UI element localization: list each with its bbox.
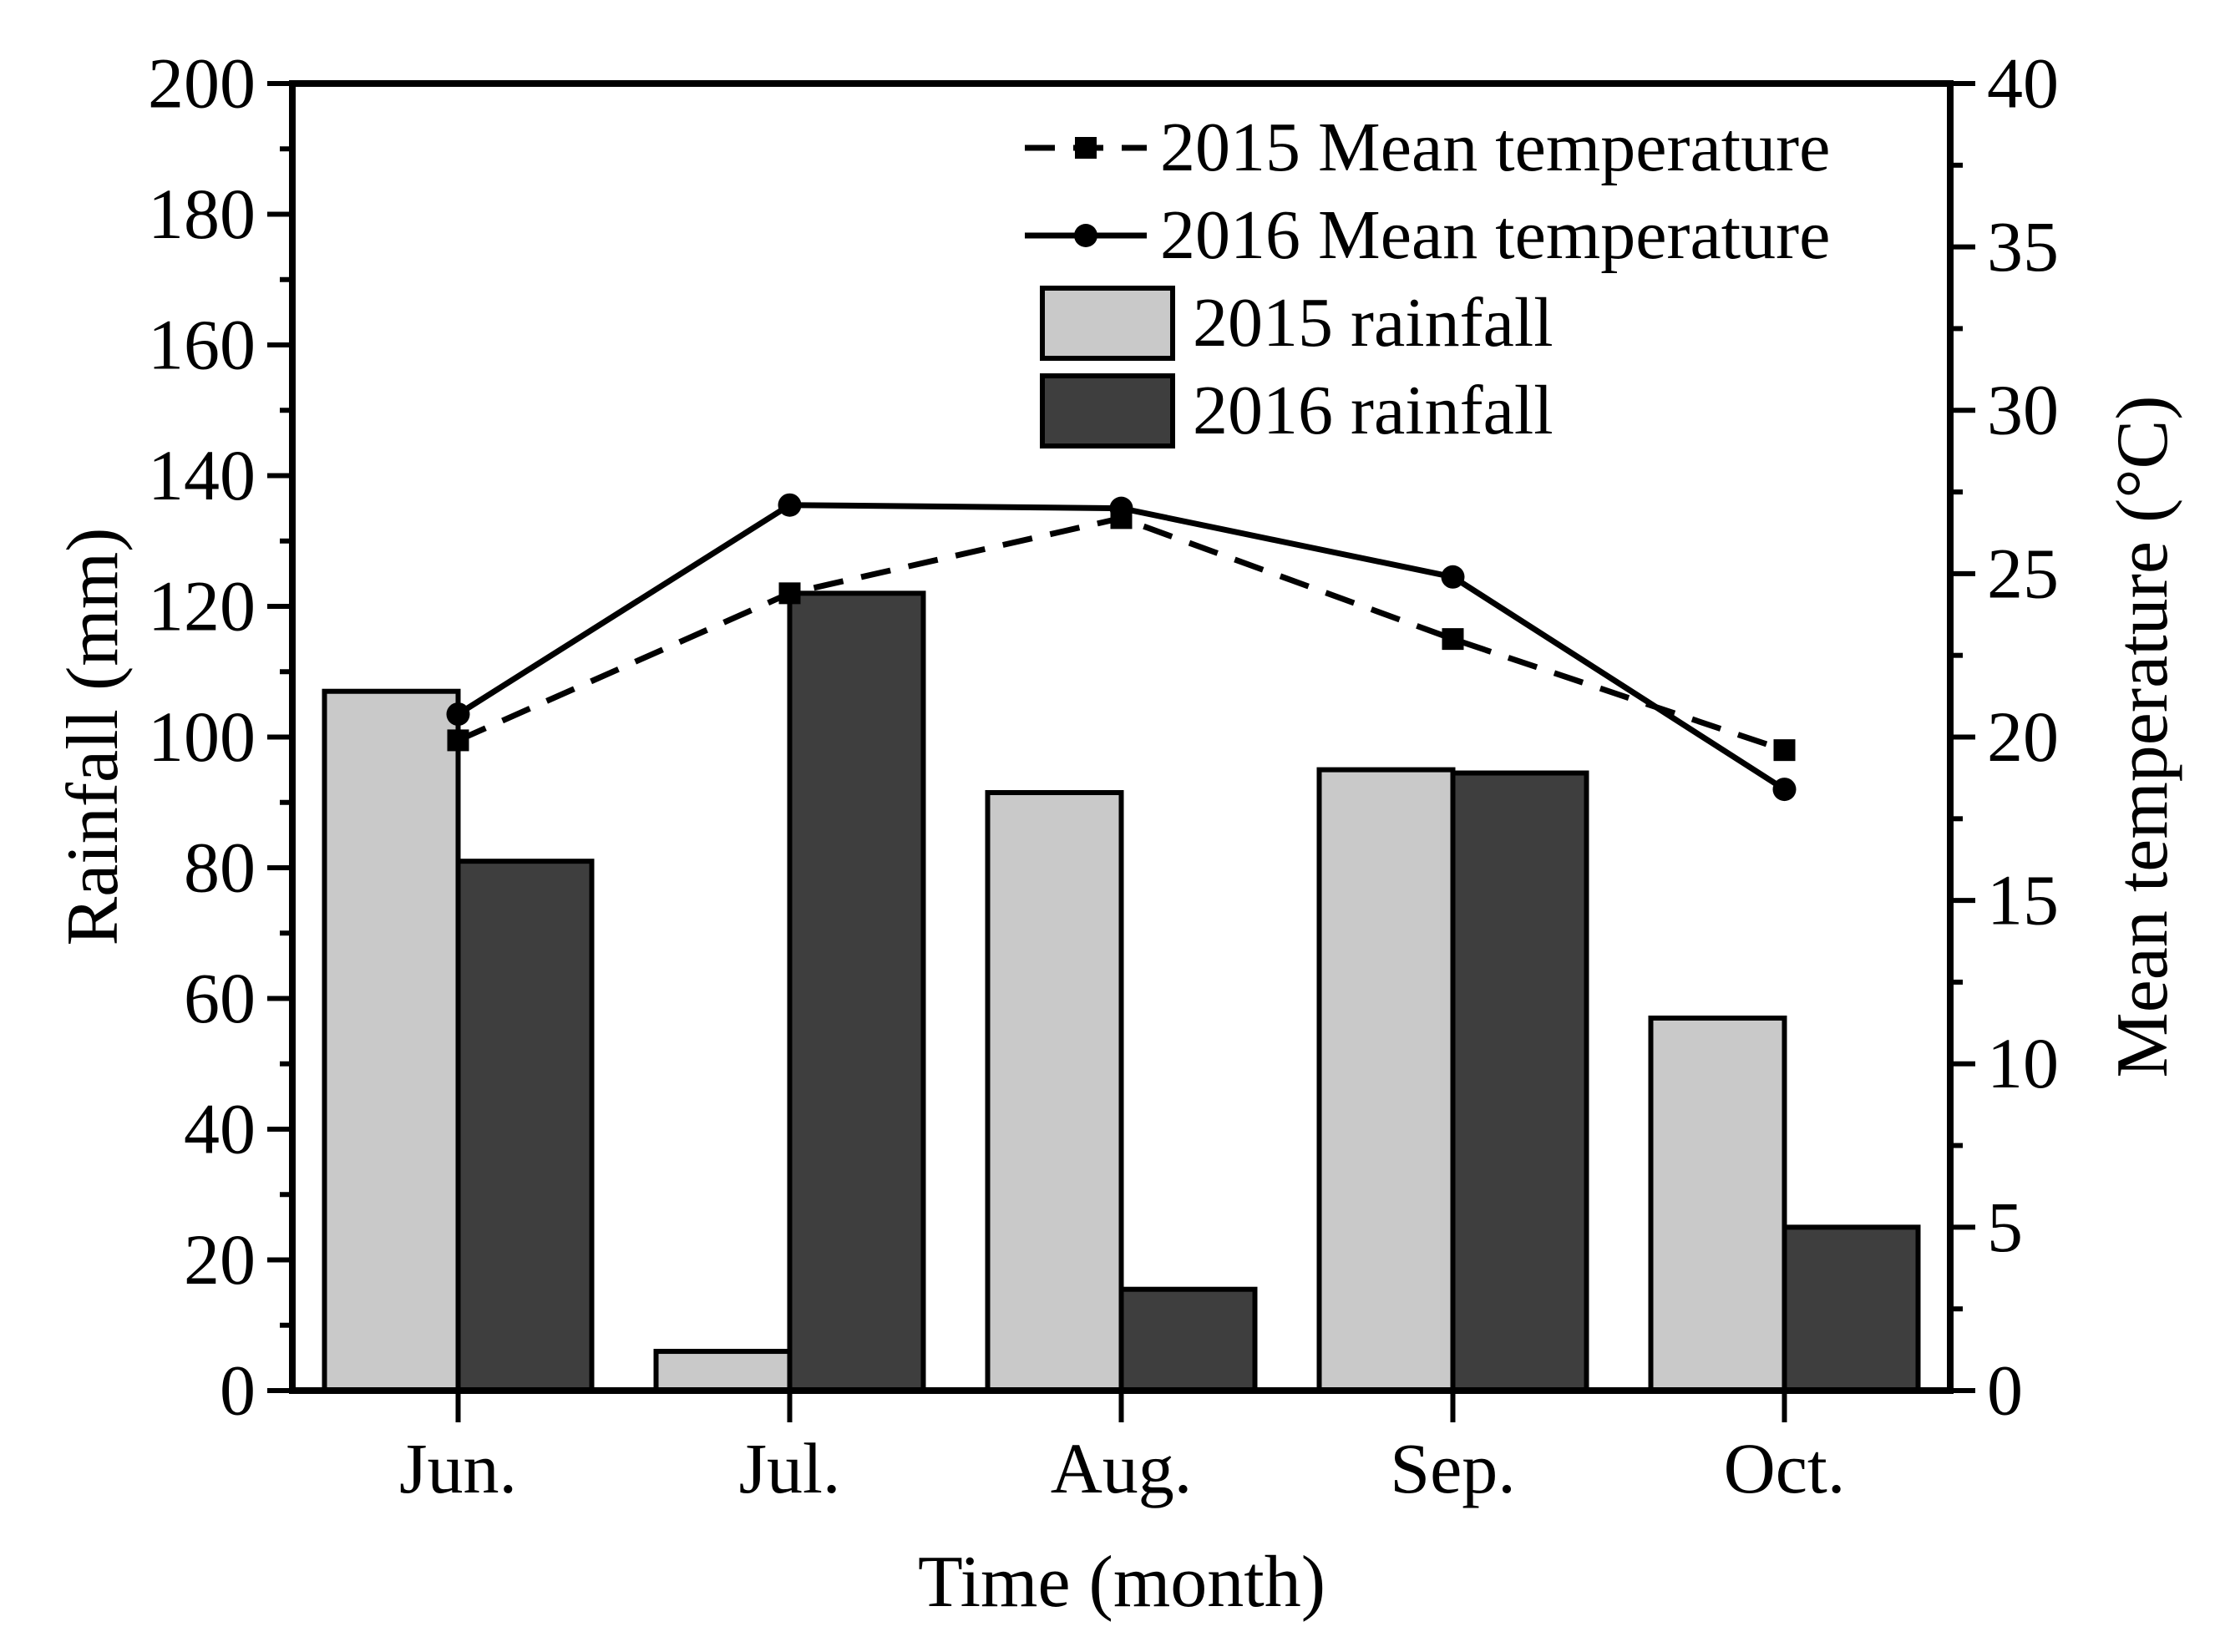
bar-2015-rainfall-Sep (1316, 767, 1456, 1393)
bar-2016-rainfall-Aug (1118, 1286, 1258, 1394)
y-left-tick-label: 60 (184, 958, 256, 1038)
legend-circle-marker-icon (1074, 223, 1097, 247)
x-tick-label-Jul: Jul. (739, 1428, 841, 1508)
legend-label: 2015 Mean temperature (1160, 108, 1831, 186)
marker-square-2015-Jun (447, 729, 469, 752)
marker-circle-2016-Jul (778, 493, 802, 517)
y-axis-right-title: Mean temperature (°C) (2102, 395, 2183, 1078)
y-axis-left-title: Rainfall (mm) (53, 527, 134, 946)
legend-swatch-2015-rainfall (1040, 285, 1175, 361)
x-tick-label-Sep: Sep. (1390, 1428, 1516, 1508)
y-left-tick-label: 20 (184, 1219, 256, 1300)
y-left-tick-label: 160 (148, 304, 256, 384)
dashed-line-sample-icon (1025, 136, 1147, 159)
legend-entry-2016-rainfall: 2016 rainfall (1025, 367, 1830, 454)
legend-entry-2016-mean-temperature: 2016 Mean temperature (1025, 191, 1830, 279)
bar-2016-rainfall-Jul (787, 590, 926, 1393)
bar-2015-rainfall-Jun (322, 688, 461, 1393)
y-left-tick-label: 80 (184, 827, 256, 907)
legend: 2015 Mean temperature 2016 Mean temperat… (1025, 104, 1830, 454)
legend-label: 2015 rainfall (1193, 283, 1553, 362)
y-right-tick-label: 10 (1987, 1023, 2059, 1103)
y-right-tick-label: 35 (1987, 206, 2059, 286)
line-2015-mean-temperature (457, 514, 1786, 753)
y-right-tick-label: 30 (1987, 370, 2059, 450)
solid-line-sample-icon (1025, 223, 1147, 247)
bar-2016-rainfall-Oct (1782, 1224, 1921, 1393)
y-right-tick-label: 20 (1987, 697, 2059, 777)
x-tick-label-Aug: Aug. (1051, 1428, 1193, 1508)
y-right-tick-label: 5 (1987, 1187, 2023, 1267)
legend-label: 2016 rainfall (1193, 371, 1553, 449)
marker-circle-2016-Oct (1772, 778, 1797, 802)
y-left-tick-label: 180 (148, 174, 256, 254)
y-left-tick-label: 200 (148, 43, 256, 123)
marker-circle-2016-Aug (1109, 496, 1133, 520)
y-right-tick-label: 25 (1987, 533, 2059, 613)
y-left-tick-label: 100 (148, 697, 256, 777)
legend-label: 2016 Mean temperature (1160, 195, 1831, 274)
bar-2015-rainfall-Oct (1648, 1015, 1787, 1393)
y-left-tick-label: 140 (148, 435, 256, 515)
marker-circle-2016-Jun (446, 702, 470, 727)
marker-circle-2016-Sep (1441, 565, 1465, 589)
x-axis-title: Time (month) (917, 1542, 1326, 1623)
legend-entry-2015-mean-temperature: 2015 Mean temperature (1025, 104, 1830, 191)
legend-square-marker-icon (1075, 136, 1097, 159)
y-right-tick-label: 0 (1987, 1350, 2023, 1430)
bar-2016-rainfall-Jun (455, 859, 595, 1394)
line-2016-mean-temperature (456, 502, 1787, 793)
bar-2016-rainfall-Sep (1450, 770, 1589, 1393)
y-left-tick-label: 40 (184, 1088, 256, 1168)
y-left-tick-label: 120 (148, 565, 256, 646)
y-right-tick-label: 40 (1987, 43, 2059, 123)
marker-square-2015-Oct (1773, 739, 1796, 762)
x-tick-label-Jun: Jun. (399, 1428, 517, 1508)
marker-square-2015-Jul (778, 582, 801, 605)
legend-swatch-2016-rainfall (1040, 372, 1175, 448)
bar-2015-rainfall-Aug (985, 790, 1124, 1393)
y-right-tick-label: 15 (1987, 860, 2059, 940)
bar-2015-rainfall-Jul (653, 1349, 793, 1394)
x-tick-label-Oct: Oct. (1724, 1428, 1846, 1508)
y-left-tick-label: 0 (220, 1350, 256, 1430)
legend-entry-2015-rainfall: 2015 rainfall (1025, 279, 1830, 367)
marker-square-2015-Sep (1442, 628, 1464, 651)
